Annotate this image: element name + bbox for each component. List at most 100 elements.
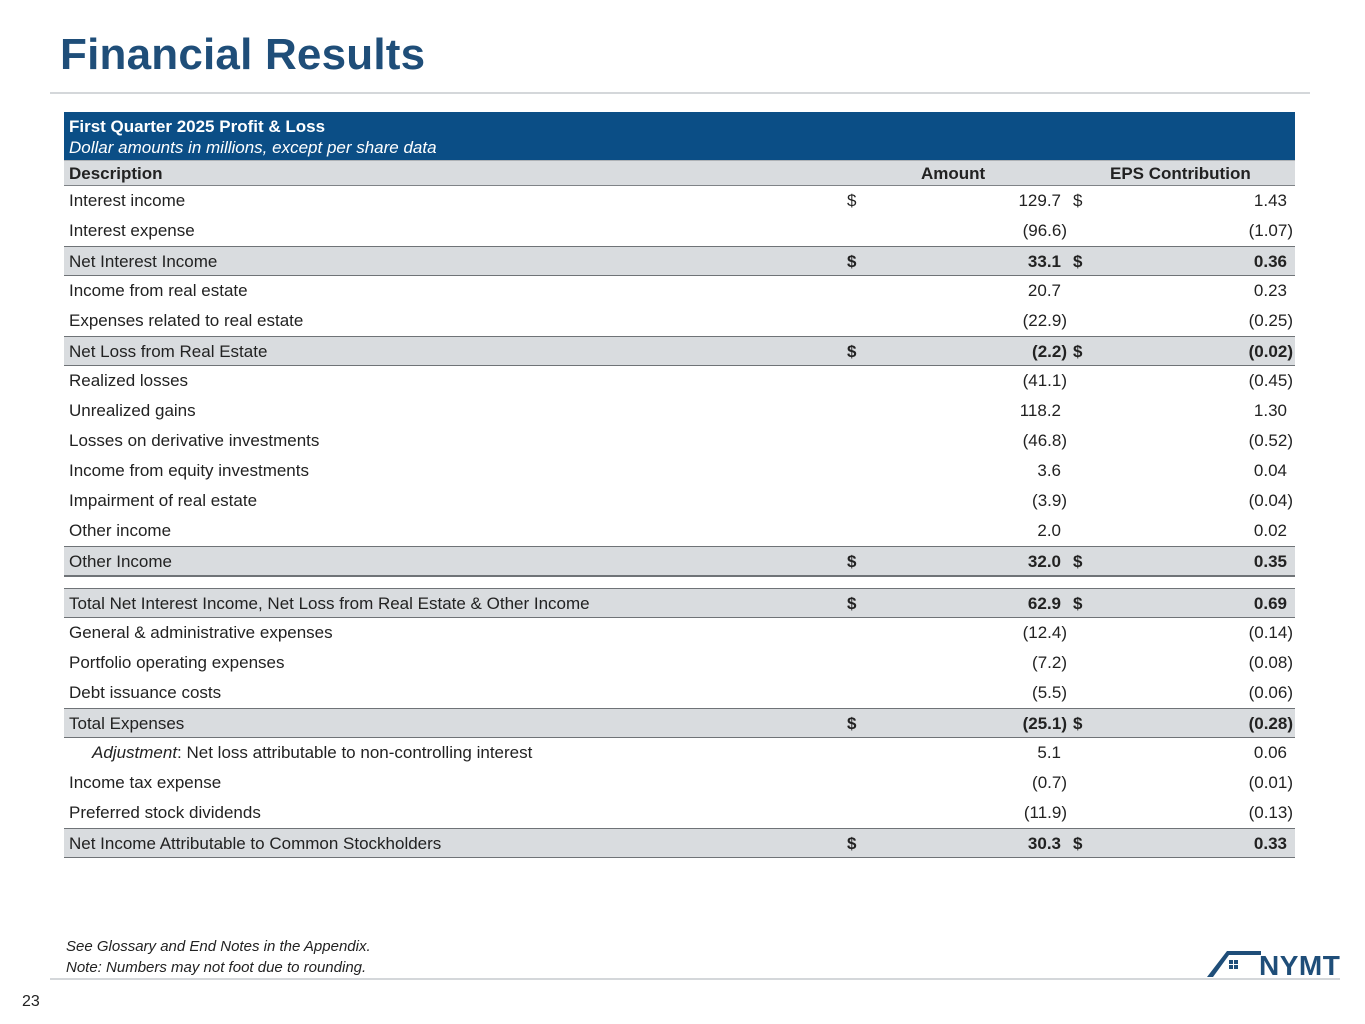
- amount-currency: $: [847, 191, 857, 210]
- row-description: Adjustment: Net loss attributable to non…: [92, 738, 532, 768]
- row-description-italic: Adjustment: [92, 743, 178, 762]
- row-eps: 0.33: [1253, 834, 1287, 853]
- table-title: First Quarter 2025 Profit & Loss: [69, 117, 326, 136]
- footnotes: See Glossary and End Notes in the Append…: [66, 936, 371, 978]
- row-amount: (41.1): [1022, 371, 1067, 390]
- table-row: Interest income $ 129.7 $ 1.43: [64, 186, 1295, 216]
- amount-currency: $: [847, 252, 857, 271]
- subtotal-row: Total Expenses $ (25.1) $ (0.28): [64, 708, 1295, 738]
- row-eps: (0.45): [1248, 371, 1293, 390]
- row-eps: 0.23: [1253, 281, 1287, 300]
- row-eps: (0.08): [1248, 653, 1293, 672]
- table-subtitle: Dollar amounts in millions, except per s…: [69, 138, 437, 157]
- subtotal-row: Net Interest Income $ 33.1 $ 0.36: [64, 246, 1295, 276]
- row-eps: (0.06): [1248, 683, 1293, 702]
- row-description: Income from real estate: [69, 281, 248, 300]
- eps-currency: $: [1073, 342, 1083, 361]
- row-eps: 0.36: [1253, 252, 1287, 271]
- eps-currency: $: [1073, 834, 1083, 853]
- table-row: Realized losses (41.1) (0.45): [64, 366, 1295, 396]
- page-title: Financial Results: [60, 30, 426, 79]
- row-description: Interest income: [69, 191, 186, 210]
- row-eps: (0.13): [1248, 803, 1293, 822]
- table-row: Interest expense (96.6) (1.07): [64, 216, 1295, 246]
- row-eps: (0.25): [1248, 311, 1293, 330]
- row-amount: (25.1): [1022, 714, 1067, 733]
- row-description: Total Expenses: [69, 714, 185, 733]
- row-description: Income from equity investments: [69, 461, 309, 480]
- footnote-glossary: See Glossary and End Notes in the Append…: [66, 938, 371, 955]
- row-amount: 3.6: [1037, 461, 1061, 480]
- footer-divider: [50, 978, 1340, 980]
- row-amount: 2.0: [1037, 521, 1061, 540]
- total-row: Net Income Attributable to Common Stockh…: [64, 828, 1295, 858]
- eps-currency: $: [1073, 714, 1083, 733]
- eps-currency: $: [1073, 252, 1083, 271]
- amount-currency: $: [847, 552, 857, 571]
- row-eps: 1.30: [1253, 401, 1287, 420]
- row-amount: 129.7: [1018, 191, 1061, 210]
- row-description: Total Net Interest Income, Net Loss from…: [69, 594, 590, 613]
- row-description-rest: : Net loss attributable to non-controlli…: [177, 743, 533, 762]
- amount-currency: $: [847, 342, 857, 361]
- row-amount: 118.2: [1019, 401, 1061, 420]
- row-amount: (3.9): [1032, 491, 1067, 510]
- row-description: Portfolio operating expenses: [69, 653, 285, 672]
- table-row: Impairment of real estate (3.9) (0.04): [64, 486, 1295, 516]
- row-amount: (22.9): [1022, 311, 1067, 330]
- eps-currency: $: [1073, 191, 1083, 210]
- row-amount: (5.5): [1032, 683, 1067, 702]
- row-amount: 20.7: [1027, 281, 1061, 300]
- table-row: Portfolio operating expenses (7.2) (0.08…: [64, 648, 1295, 678]
- table-row: Adjustment: Net loss attributable to non…: [64, 738, 1295, 768]
- column-header-description: Description: [69, 164, 163, 183]
- table-row: Income tax expense (0.7) (0.01): [64, 768, 1295, 798]
- row-eps: (1.07): [1248, 221, 1293, 240]
- row-description: Net Interest Income: [69, 252, 218, 271]
- table-row: Debt issuance costs (5.5) (0.06): [64, 678, 1295, 708]
- row-amount: (12.4): [1022, 623, 1067, 642]
- row-eps: 1.43: [1253, 191, 1287, 210]
- spacer-row: [64, 576, 1295, 588]
- row-description: Net Loss from Real Estate: [69, 342, 268, 361]
- amount-currency: $: [847, 594, 857, 613]
- row-description: Expenses related to real estate: [69, 311, 304, 330]
- table-row: Other income 2.0 0.02: [64, 516, 1295, 546]
- row-eps: (0.14): [1248, 623, 1293, 642]
- row-description: General & administrative expenses: [69, 623, 333, 642]
- row-description: Realized losses: [69, 371, 189, 390]
- page-number: 23: [22, 993, 40, 1010]
- row-amount: (46.8): [1022, 431, 1067, 450]
- row-amount: (0.7): [1032, 773, 1067, 792]
- row-eps: 0.69: [1253, 594, 1287, 613]
- footnote-rounding: Note: Numbers may not foot due to roundi…: [66, 959, 367, 976]
- subtotal-row: Other Income $ 32.0 $ 0.35: [64, 546, 1295, 576]
- row-eps: 0.35: [1253, 552, 1287, 571]
- row-eps: 0.04: [1253, 461, 1287, 480]
- row-amount: 5.1: [1037, 743, 1061, 762]
- row-amount: (2.2): [1032, 342, 1067, 361]
- column-header-eps: EPS Contribution: [1110, 164, 1251, 183]
- table-row: Preferred stock dividends (11.9) (0.13): [64, 798, 1295, 828]
- row-amount: 62.9: [1027, 594, 1061, 613]
- amount-currency: $: [847, 714, 857, 733]
- row-description: Impairment of real estate: [69, 491, 258, 510]
- row-description: Income tax expense: [69, 773, 222, 792]
- column-header-row: Description Amount EPS Contribution: [64, 160, 1295, 186]
- table-row: General & administrative expenses (12.4)…: [64, 618, 1295, 648]
- nymt-logo-icon: [1207, 951, 1261, 977]
- row-description: Interest expense: [69, 221, 195, 240]
- row-eps: 0.06: [1253, 743, 1287, 762]
- row-description: Unrealized gains: [69, 401, 196, 420]
- table-row: Income from real estate 20.7 0.23: [64, 276, 1295, 306]
- row-amount: (96.6): [1022, 221, 1067, 240]
- row-eps: 0.02: [1253, 521, 1287, 540]
- row-description: Debt issuance costs: [69, 683, 222, 702]
- amount-currency: $: [847, 834, 857, 853]
- table-row: Unrealized gains 118.2 1.30: [64, 396, 1295, 426]
- row-description: Other Income: [69, 552, 172, 571]
- table-row: Expenses related to real estate (22.9) (…: [64, 306, 1295, 336]
- subtotal-row: Total Net Interest Income, Net Loss from…: [64, 588, 1295, 618]
- table-row: Losses on derivative investments (46.8) …: [64, 426, 1295, 456]
- subtotal-row: Net Loss from Real Estate $ (2.2) $ (0.0…: [64, 336, 1295, 366]
